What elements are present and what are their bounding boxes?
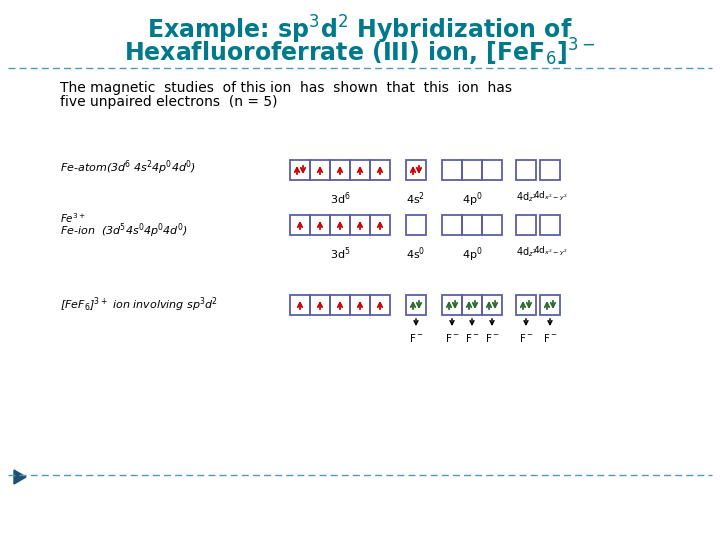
- Bar: [516, 215, 536, 235]
- Bar: [290, 295, 310, 315]
- Text: 3d$^6$: 3d$^6$: [330, 190, 351, 207]
- Bar: [310, 160, 330, 180]
- Bar: [370, 295, 390, 315]
- Text: 4d$_{z^2}$: 4d$_{z^2}$: [516, 190, 536, 204]
- Bar: [516, 160, 536, 180]
- Bar: [442, 215, 462, 235]
- Text: F$^-$: F$^-$: [543, 332, 557, 344]
- Bar: [350, 215, 370, 235]
- Bar: [290, 215, 310, 235]
- Bar: [462, 295, 482, 315]
- Bar: [406, 295, 426, 315]
- Bar: [406, 215, 426, 235]
- Text: Fe-ion  (3d$^5$4s$^0$4p$^0$4d$^0$): Fe-ion (3d$^5$4s$^0$4p$^0$4d$^0$): [60, 222, 187, 240]
- Bar: [442, 295, 462, 315]
- Bar: [370, 160, 390, 180]
- Bar: [370, 215, 390, 235]
- Bar: [350, 160, 370, 180]
- Bar: [540, 215, 560, 235]
- Bar: [462, 215, 482, 235]
- Text: [FeF$_6$]$^{3+}$ ion involving sp$^3$d$^2$: [FeF$_6$]$^{3+}$ ion involving sp$^3$d$^…: [60, 296, 218, 314]
- Bar: [350, 295, 370, 315]
- Bar: [290, 160, 310, 180]
- Bar: [540, 160, 560, 180]
- Bar: [310, 215, 330, 235]
- Bar: [516, 295, 536, 315]
- Bar: [330, 215, 350, 235]
- Text: 4p$^0$: 4p$^0$: [462, 190, 482, 208]
- Text: 4p$^0$: 4p$^0$: [462, 245, 482, 264]
- Bar: [482, 215, 502, 235]
- Text: F$^-$: F$^-$: [485, 332, 500, 344]
- Text: Fe$^{3+}$: Fe$^{3+}$: [60, 211, 86, 225]
- Bar: [482, 295, 502, 315]
- Text: F$^-$: F$^-$: [464, 332, 480, 344]
- Text: Example: sp$^3$d$^2$ Hybridization of: Example: sp$^3$d$^2$ Hybridization of: [147, 14, 573, 46]
- Text: Hexafluoroferrate (III) ion, [FeF$_6$]$^{3-}$: Hexafluoroferrate (III) ion, [FeF$_6$]$^…: [125, 36, 595, 68]
- Text: F$^-$: F$^-$: [518, 332, 534, 344]
- Polygon shape: [14, 470, 26, 484]
- Text: 4s$^2$: 4s$^2$: [407, 190, 426, 207]
- Text: 4s$^0$: 4s$^0$: [406, 245, 426, 261]
- Bar: [330, 295, 350, 315]
- Text: 4d$_{x^2-y^2}$: 4d$_{x^2-y^2}$: [533, 245, 567, 258]
- Bar: [406, 160, 426, 180]
- Bar: [482, 160, 502, 180]
- Bar: [442, 160, 462, 180]
- Bar: [540, 295, 560, 315]
- Text: Fe-atom(3d$^6$ 4s$^2$4p$^0$4d$^0$): Fe-atom(3d$^6$ 4s$^2$4p$^0$4d$^0$): [60, 159, 196, 177]
- Text: five unpaired electrons  (n = 5): five unpaired electrons (n = 5): [60, 95, 277, 109]
- Text: The magnetic  studies  of this ion  has  shown  that  this  ion  has: The magnetic studies of this ion has sho…: [60, 81, 512, 95]
- Text: 3d$^5$: 3d$^5$: [330, 245, 350, 261]
- Text: 4d$_{z^2}$: 4d$_{z^2}$: [516, 245, 536, 259]
- Text: F$^-$: F$^-$: [409, 332, 423, 344]
- Text: F$^-$: F$^-$: [445, 332, 459, 344]
- Bar: [462, 160, 482, 180]
- Text: 4d$_{x^2-y^2}$: 4d$_{x^2-y^2}$: [533, 190, 567, 203]
- Bar: [310, 295, 330, 315]
- Bar: [330, 160, 350, 180]
